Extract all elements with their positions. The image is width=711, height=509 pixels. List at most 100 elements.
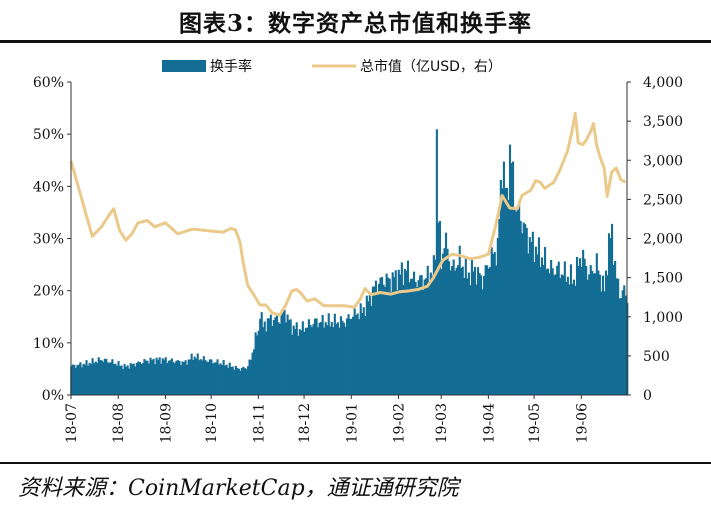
turnover-bar [579, 258, 582, 395]
turnover-bar [513, 207, 516, 395]
turnover-bar [533, 262, 536, 395]
turnover-bar [335, 323, 338, 395]
turnover-bar [393, 277, 396, 395]
turnover-bar [615, 278, 618, 395]
turnover-bar [505, 187, 509, 395]
turnover-bar [71, 364, 74, 395]
turnover-bar [234, 365, 237, 395]
bottom-rule [0, 462, 711, 464]
turnover-bar [568, 284, 571, 395]
turnover-bar [380, 277, 384, 395]
turnover-bar [597, 270, 600, 395]
turnover-bar [204, 359, 207, 395]
turnover-bar [132, 363, 135, 395]
turnover-bar [476, 267, 480, 395]
turnover-bar [572, 279, 576, 395]
turnover-bar [292, 325, 295, 395]
turnover-bar [385, 273, 388, 395]
turnover-bar [272, 319, 275, 395]
turnover-bar [93, 363, 96, 395]
turnover-bar [196, 353, 199, 395]
turnover-bar [435, 129, 438, 396]
turnover-bar [128, 368, 131, 395]
turnover-bar [356, 313, 359, 395]
turnover-bar [449, 270, 452, 395]
turnover-bar [336, 322, 339, 395]
turnover-bar [189, 359, 192, 395]
left-tick-label: 50% [33, 127, 64, 143]
turnover-bar [344, 326, 347, 395]
turnover-bar [492, 253, 495, 395]
turnover-bar [361, 312, 364, 395]
turnover-bar [242, 366, 245, 395]
turnover-bar [582, 249, 585, 395]
turnover-bar [355, 315, 358, 395]
turnover-bar [349, 318, 352, 395]
turnover-bar [417, 280, 420, 395]
turnover-bar [458, 245, 461, 395]
turnover-bar [522, 222, 525, 395]
turnover-bar [607, 233, 611, 395]
turnover-bar [451, 266, 454, 395]
turnover-bar [580, 267, 583, 395]
turnover-bar [499, 179, 502, 395]
turnover-bar [473, 266, 477, 395]
turnover-bar [547, 268, 550, 395]
turnover-bar [612, 264, 615, 395]
turnover-bar [332, 327, 335, 395]
turnover-bar [294, 328, 297, 395]
turnover-bar [595, 253, 598, 395]
turnover-bar [551, 268, 554, 395]
turnover-bar [144, 360, 148, 395]
turnover-bar [426, 265, 429, 395]
turnover-bar [317, 327, 320, 395]
turnover-bar [432, 255, 435, 395]
turnover-bar [531, 231, 534, 395]
turnover-bar [179, 365, 183, 395]
turnover-bar [321, 314, 324, 395]
turnover-bar [131, 364, 134, 395]
turnover-bar [592, 273, 595, 395]
turnover-bar [246, 366, 250, 395]
turnover-bar [342, 322, 346, 395]
turnover-bar [291, 334, 294, 395]
x-tick-label: 18-10 [204, 403, 220, 443]
turnover-bar [167, 360, 170, 395]
left-tick-label: 60% [33, 75, 64, 91]
turnover-bar [281, 311, 285, 395]
x-tick-label: 19-01 [344, 403, 360, 443]
turnover-bar [493, 252, 496, 395]
turnover-bar [545, 269, 548, 395]
legend-label-turnover: 换手率 [210, 58, 252, 75]
turnover-bar [217, 364, 221, 395]
turnover-bar [525, 227, 528, 395]
turnover-bar [598, 274, 601, 395]
turnover-bar [384, 286, 387, 395]
turnover-bar [288, 320, 291, 395]
turnover-bar [441, 253, 445, 395]
turnover-bar [310, 327, 314, 395]
turnover-bar [501, 188, 504, 395]
turnover-bar [521, 233, 524, 395]
turnover-bar [318, 322, 321, 395]
turnover-bar [364, 316, 367, 395]
turnover-bar [210, 359, 213, 395]
turnover-bar [97, 357, 100, 395]
turnover-bar [577, 265, 580, 395]
turnover-bar [339, 316, 342, 395]
turnover-bar [214, 362, 218, 395]
turnover-bar [207, 361, 210, 395]
legend-label-market-cap: 总市值（亿USD，右） [360, 58, 502, 75]
turnover-bar [405, 270, 408, 395]
x-tick-label: 18-08 [111, 403, 127, 443]
x-tick-label: 18-11 [251, 403, 267, 443]
turnover-bar [152, 358, 155, 395]
turnover-bar [141, 363, 144, 395]
turnover-bar [425, 278, 428, 395]
turnover-bar [399, 274, 402, 395]
turnover-bar [280, 313, 283, 395]
turnover-bar [620, 298, 623, 395]
turnover-bar [368, 294, 371, 395]
turnover-bar [373, 286, 376, 395]
turnover-bar [88, 362, 91, 395]
